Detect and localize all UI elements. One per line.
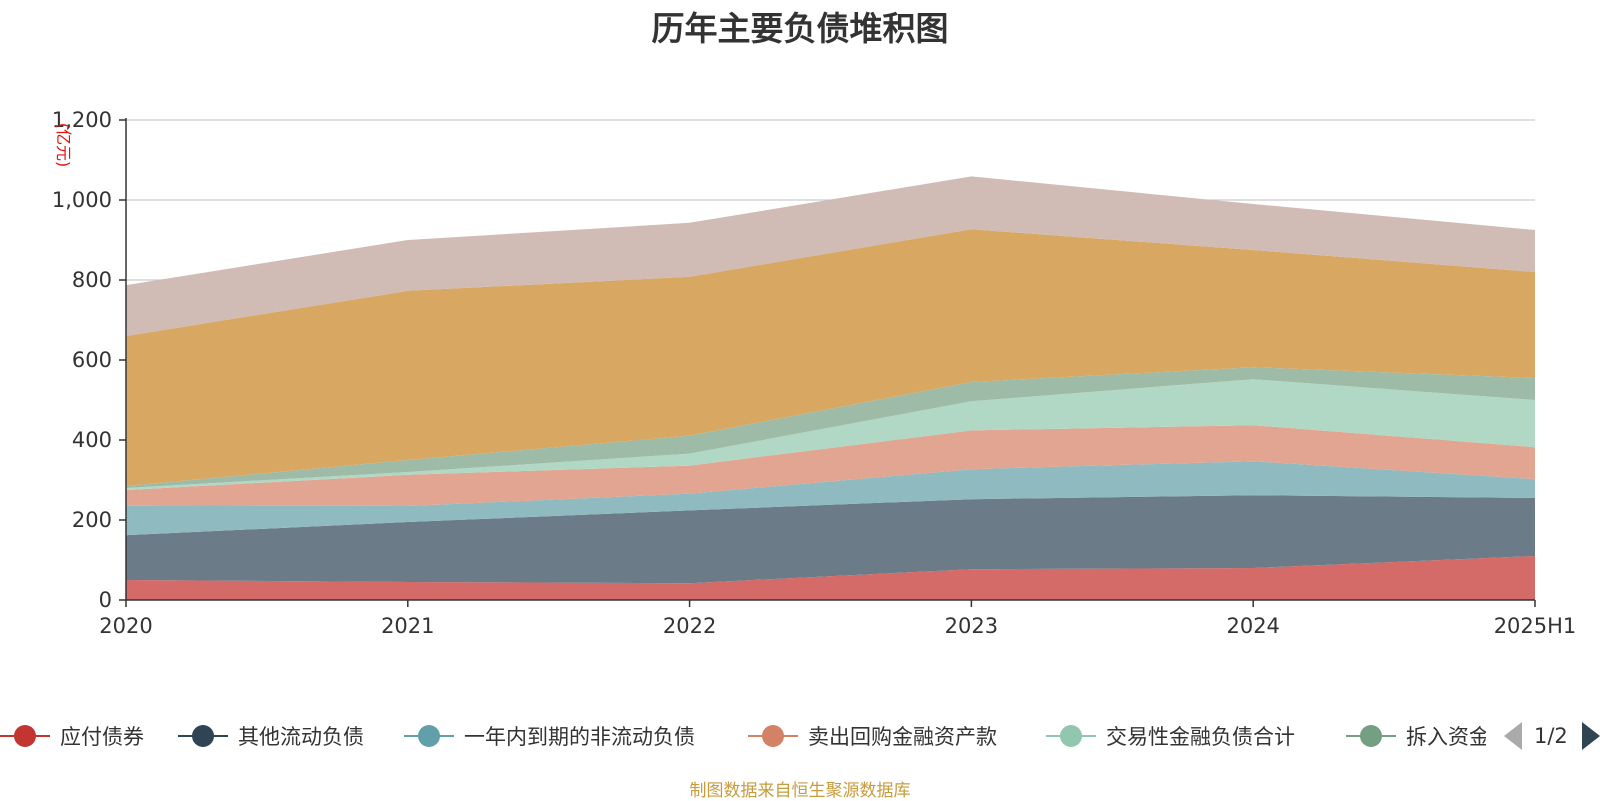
legend-label: 交易性金融负债合计 — [1106, 725, 1295, 749]
legend-marker-icon — [0, 724, 50, 748]
x-tick-label: 2020 — [99, 614, 152, 638]
chart-title: 历年主要负债堆积图 — [651, 9, 949, 48]
y-tick-label: 800 — [72, 268, 112, 292]
legend-item[interactable]: 交易性金融负债合计 — [1046, 718, 1295, 754]
legend-marker-icon — [1046, 724, 1096, 748]
y-tick-label: 400 — [72, 428, 112, 452]
y-tick-label: 0 — [99, 588, 112, 612]
legend-label: 一年内到期的非流动负债 — [464, 725, 695, 749]
area-layer — [126, 176, 1535, 600]
legend-label: 其他流动负债 — [238, 725, 364, 749]
area-series-8[interactable] — [126, 176, 1535, 336]
y-tick-label: 1,200 — [52, 108, 112, 132]
legend: 应付债券 其他流动负债 一年内到期的非流动负债 卖出回购金融资产款 交易性金融负债合计 拆… — [0, 718, 1600, 758]
legend-item[interactable]: 拆入资金 — [1346, 718, 1486, 754]
y-axis-unit-label: (亿元) — [54, 123, 73, 168]
legend-item[interactable]: 其他流动负债 — [178, 718, 364, 754]
x-tick-label: 2021 — [381, 614, 434, 638]
x-tick-label: 2025H1 — [1494, 614, 1577, 638]
x-tick-label: 2022 — [663, 614, 716, 638]
legend-item[interactable]: 卖出回购金融资产款 — [748, 718, 997, 754]
area-series-5[interactable] — [126, 379, 1535, 490]
legend-marker-icon — [1346, 724, 1396, 748]
legend-pager: 1/2 — [1500, 718, 1600, 754]
pager-prev-icon[interactable] — [1504, 722, 1522, 750]
legend-marker-icon — [178, 724, 228, 748]
area-series-7[interactable] — [126, 229, 1535, 486]
area-series-3[interactable] — [126, 461, 1535, 536]
x-tick-label: 2024 — [1226, 614, 1279, 638]
legend-label: 卖出回购金融资产款 — [808, 725, 997, 749]
axis-layer: 0 200 400 600 800 1,000 1,200 2020 2021 2022 2023 2… — [52, 108, 1576, 638]
area-series-2[interactable] — [126, 495, 1535, 584]
y-tick-label: 600 — [72, 348, 112, 372]
legend-marker-icon — [404, 724, 454, 748]
legend-label: 应付债券 — [60, 725, 144, 749]
pager-text: 1/2 — [1534, 724, 1568, 748]
stacked-area-chart: 0 200 400 600 800 1,000 1,200 2020 2021 2022 2023 2… — [52, 108, 1576, 638]
source-note: 制图数据来自恒生聚源数据库 — [689, 781, 911, 801]
pager-next-icon[interactable] — [1581, 722, 1600, 750]
legend-item[interactable]: 应付债券 — [0, 718, 144, 754]
legend-label: 拆入资金 — [1406, 725, 1486, 749]
legend-marker-icon — [748, 724, 798, 748]
area-series-6[interactable] — [126, 367, 1535, 488]
y-tick-label: 1,000 — [52, 188, 112, 212]
area-series-4[interactable] — [126, 425, 1535, 506]
y-tick-label: 200 — [72, 508, 112, 532]
area-series-1[interactable] — [126, 556, 1535, 600]
legend-item[interactable]: 一年内到期的非流动负债 — [404, 718, 695, 754]
x-tick-label: 2023 — [945, 614, 998, 638]
